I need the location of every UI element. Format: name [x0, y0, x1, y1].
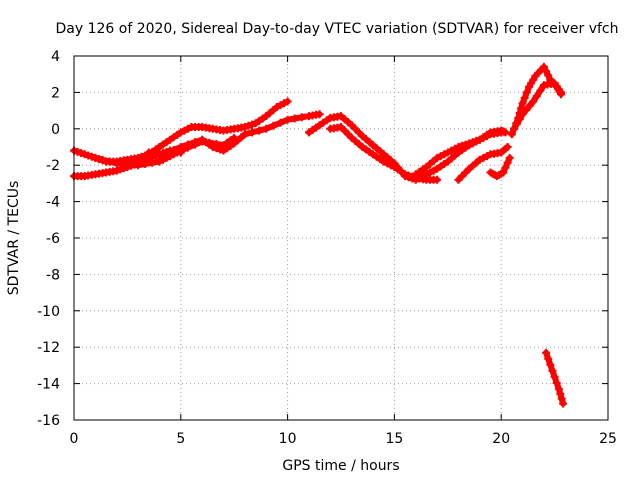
data-point	[507, 130, 516, 139]
series-track-3	[91, 133, 239, 170]
y-axis-label: SDTVAR / TECUs	[6, 181, 22, 296]
x-axis-label: GPS time / hours	[282, 458, 399, 474]
data-point	[433, 175, 442, 184]
data-layer	[70, 62, 568, 408]
series-track-9	[486, 153, 514, 181]
data-point	[512, 119, 521, 128]
data-point	[183, 140, 192, 149]
x-tick-label: 15	[385, 431, 403, 447]
y-tick-label: 2	[51, 85, 60, 101]
x-tick-label: 10	[279, 431, 297, 447]
data-point	[105, 157, 114, 166]
grid-layer	[74, 56, 608, 420]
data-point	[554, 385, 563, 394]
y-tick-label: -14	[37, 377, 60, 393]
data-point	[269, 121, 278, 130]
data-point	[503, 143, 512, 151]
y-tick-label: -4	[46, 195, 60, 211]
data-point	[503, 158, 512, 167]
data-point	[191, 138, 199, 147]
data-point	[542, 348, 551, 357]
data-point	[546, 360, 555, 369]
data-point	[255, 126, 264, 135]
data-point	[525, 101, 534, 110]
y-tick-label: -10	[37, 304, 60, 320]
series-track-8	[454, 143, 512, 184]
data-point	[169, 146, 178, 154]
chart-title: Day 126 of 2020, Sidereal Day-to-day VTE…	[55, 21, 618, 37]
y-tick-labels: -16 -14 -12 -10 -8 -6 -4 -2 0 2 4	[37, 49, 60, 429]
data-point	[283, 115, 292, 124]
data-point	[544, 354, 553, 363]
data-point	[91, 153, 100, 162]
series-track-12	[542, 348, 568, 408]
data-point	[119, 160, 128, 168]
x-tick-labels: 0 5 10 15 20 25	[70, 431, 617, 447]
data-point	[499, 168, 508, 177]
plot-frame	[73, 55, 609, 421]
data-point	[518, 110, 527, 119]
data-point	[127, 160, 135, 169]
data-point	[315, 110, 324, 119]
x-tick-label: 20	[492, 431, 510, 447]
data-point	[112, 159, 121, 168]
data-point	[536, 86, 545, 95]
data-point	[148, 158, 157, 167]
data-point	[497, 128, 506, 137]
data-point	[262, 124, 271, 133]
series-track-4	[144, 110, 324, 161]
series-track-11	[510, 79, 565, 133]
data-point	[529, 97, 538, 106]
data-point	[539, 62, 548, 71]
data-point	[283, 97, 292, 106]
series-track-6	[326, 123, 442, 184]
data-point	[501, 163, 510, 172]
x-tick-label: 0	[70, 431, 79, 447]
data-point	[510, 124, 518, 133]
data-point	[557, 88, 565, 97]
data-point	[532, 92, 541, 100]
x-tick-label: 5	[176, 431, 185, 447]
data-point	[176, 143, 185, 151]
data-point	[559, 399, 568, 408]
x-tick-label: 25	[599, 431, 617, 447]
data-point	[557, 394, 566, 403]
y-tick-label: 4	[51, 49, 60, 65]
y-tick-label: -2	[46, 158, 60, 174]
y-tick-label: 0	[51, 122, 60, 138]
data-point	[522, 88, 531, 97]
data-point	[552, 379, 561, 387]
data-point	[141, 160, 150, 168]
data-point	[297, 113, 306, 122]
data-point	[515, 115, 524, 124]
series-track-7	[411, 128, 506, 179]
series-track-1	[70, 97, 292, 166]
data-point	[248, 128, 256, 137]
data-point	[505, 153, 514, 162]
data-point	[98, 155, 107, 164]
series-line	[511, 80, 564, 132]
data-point	[518, 99, 527, 108]
data-point	[522, 106, 531, 114]
y-tick-label: -6	[46, 231, 60, 247]
data-point	[548, 366, 557, 375]
data-point	[240, 130, 249, 139]
y-tick-label: -8	[46, 267, 60, 283]
data-point	[290, 114, 299, 123]
data-point	[276, 118, 285, 127]
data-point	[550, 372, 559, 381]
data-point	[556, 389, 565, 398]
y-tick-label: -16	[37, 413, 60, 429]
data-point	[155, 152, 164, 161]
data-point	[134, 161, 143, 170]
data-point	[542, 67, 551, 76]
data-point	[544, 71, 553, 80]
y-tick-label: -12	[37, 340, 60, 356]
data-point	[520, 93, 529, 102]
data-point	[162, 149, 171, 158]
